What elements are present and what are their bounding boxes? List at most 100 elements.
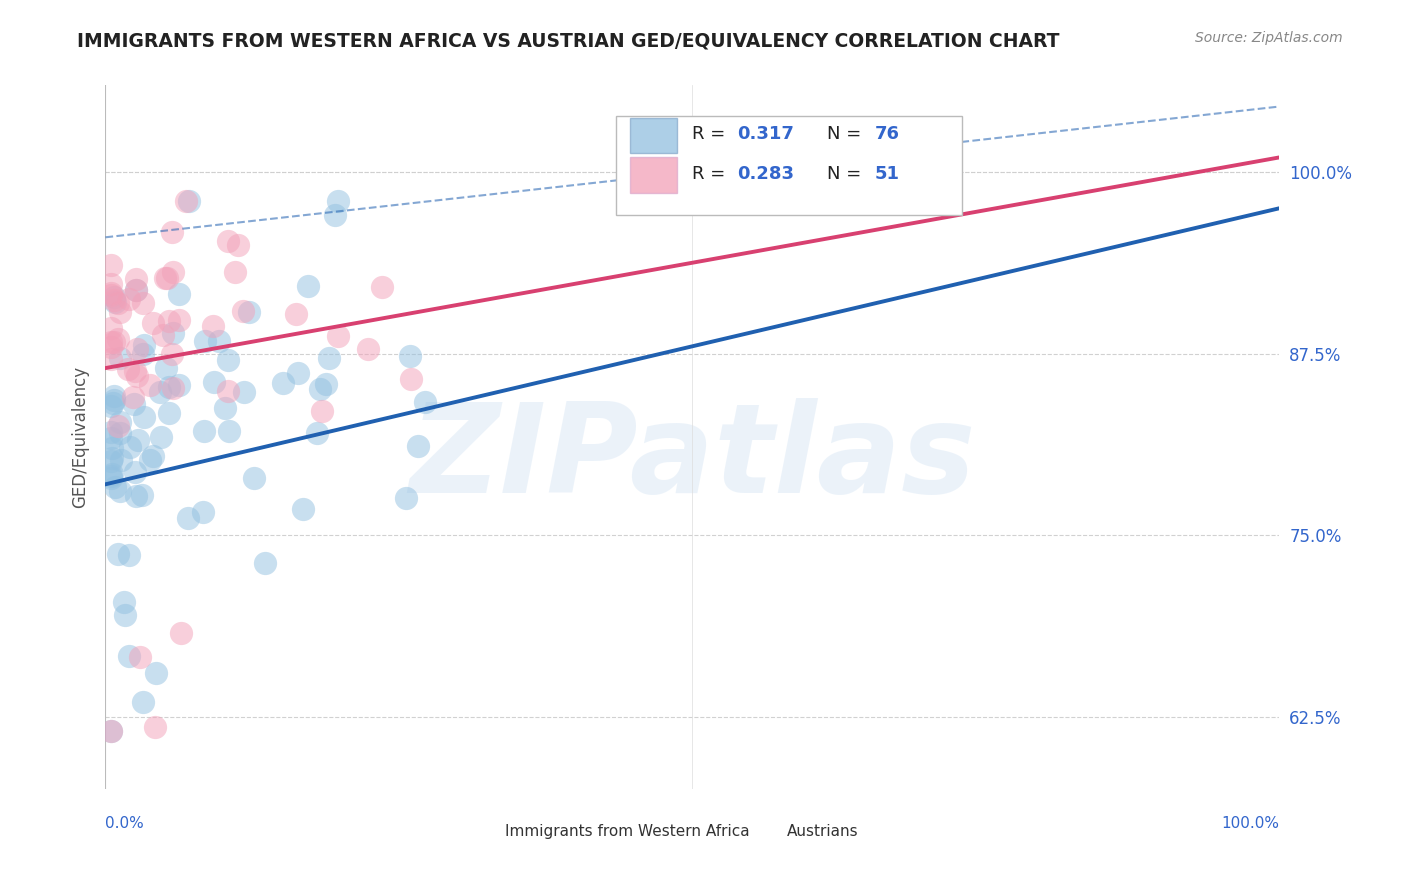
Point bbox=[100, 285, 122, 300]
Text: 0.0%: 0.0% bbox=[105, 816, 145, 831]
Point bbox=[139, 452, 162, 467]
Point bbox=[120, 440, 142, 454]
FancyBboxPatch shape bbox=[616, 117, 963, 215]
Text: 0.317: 0.317 bbox=[737, 125, 794, 143]
Point bbox=[103, 392, 125, 407]
Point bbox=[125, 283, 148, 297]
Text: 0.283: 0.283 bbox=[737, 165, 794, 183]
Point bbox=[399, 349, 422, 363]
Point bbox=[100, 287, 122, 301]
Point bbox=[224, 265, 246, 279]
Point bbox=[127, 368, 149, 383]
Point bbox=[100, 340, 122, 354]
Point bbox=[395, 491, 418, 505]
Point bbox=[167, 377, 190, 392]
Point bbox=[142, 316, 165, 330]
Point bbox=[108, 351, 131, 366]
Point bbox=[217, 384, 239, 399]
Point bbox=[124, 364, 146, 378]
Point bbox=[357, 342, 380, 356]
Point bbox=[100, 468, 122, 483]
Point bbox=[194, 334, 217, 348]
Point bbox=[127, 433, 149, 447]
Point bbox=[406, 439, 429, 453]
Point bbox=[124, 465, 146, 479]
Point bbox=[100, 724, 122, 739]
Point bbox=[326, 194, 349, 208]
Point bbox=[110, 484, 132, 499]
Point bbox=[112, 595, 135, 609]
Point bbox=[238, 305, 260, 319]
Point bbox=[103, 290, 125, 304]
Point bbox=[118, 549, 141, 563]
Point bbox=[217, 234, 239, 248]
Point bbox=[399, 371, 422, 385]
Point bbox=[103, 335, 125, 350]
Point bbox=[134, 409, 156, 424]
Point bbox=[413, 395, 436, 409]
FancyBboxPatch shape bbox=[630, 157, 678, 193]
Point bbox=[253, 556, 276, 570]
Point bbox=[103, 293, 125, 307]
Point bbox=[170, 625, 193, 640]
Point bbox=[287, 366, 309, 380]
Point bbox=[100, 277, 122, 292]
Point bbox=[101, 396, 124, 410]
Point bbox=[100, 335, 122, 350]
Point bbox=[100, 451, 122, 466]
Text: N =: N = bbox=[828, 165, 868, 183]
Point bbox=[214, 401, 236, 416]
Point bbox=[152, 328, 174, 343]
Point bbox=[305, 426, 328, 441]
Point bbox=[100, 431, 122, 445]
Point bbox=[124, 489, 146, 503]
Point bbox=[132, 347, 155, 361]
Point bbox=[100, 258, 122, 272]
Text: R =: R = bbox=[693, 165, 731, 183]
Point bbox=[179, 194, 201, 208]
Text: 51: 51 bbox=[875, 165, 900, 183]
Point bbox=[155, 361, 177, 376]
Point bbox=[309, 383, 332, 397]
Text: Immigrants from Western Africa: Immigrants from Western Africa bbox=[505, 824, 749, 839]
Point bbox=[107, 418, 129, 433]
FancyBboxPatch shape bbox=[740, 822, 778, 842]
Point bbox=[124, 272, 146, 286]
Point bbox=[162, 265, 184, 279]
Point bbox=[271, 376, 294, 391]
Point bbox=[107, 295, 129, 310]
Point bbox=[162, 326, 184, 340]
Point bbox=[132, 337, 155, 351]
Point bbox=[100, 471, 122, 485]
Point bbox=[160, 225, 183, 239]
Point bbox=[132, 695, 155, 709]
Point bbox=[100, 352, 122, 367]
Point bbox=[217, 353, 239, 368]
Point bbox=[118, 649, 141, 664]
Text: 76: 76 bbox=[875, 125, 900, 143]
Point bbox=[139, 378, 162, 392]
Point bbox=[108, 305, 131, 319]
Point bbox=[104, 480, 127, 494]
Point bbox=[201, 318, 224, 333]
Point bbox=[101, 441, 124, 455]
Point bbox=[122, 397, 145, 411]
Point bbox=[108, 415, 131, 429]
Point bbox=[103, 389, 125, 403]
Point bbox=[110, 452, 132, 467]
Y-axis label: GED/Equivalency: GED/Equivalency bbox=[72, 366, 90, 508]
Point bbox=[176, 194, 198, 208]
Point bbox=[114, 608, 136, 623]
Point bbox=[218, 425, 240, 439]
Point bbox=[162, 381, 184, 395]
Point bbox=[127, 342, 149, 356]
Point bbox=[143, 720, 166, 734]
Point bbox=[157, 406, 180, 420]
Point bbox=[148, 384, 170, 399]
Point bbox=[193, 505, 215, 519]
Point bbox=[297, 279, 319, 293]
Point bbox=[117, 361, 139, 376]
Text: R =: R = bbox=[693, 125, 731, 143]
Point bbox=[243, 471, 266, 485]
Point bbox=[145, 666, 167, 681]
